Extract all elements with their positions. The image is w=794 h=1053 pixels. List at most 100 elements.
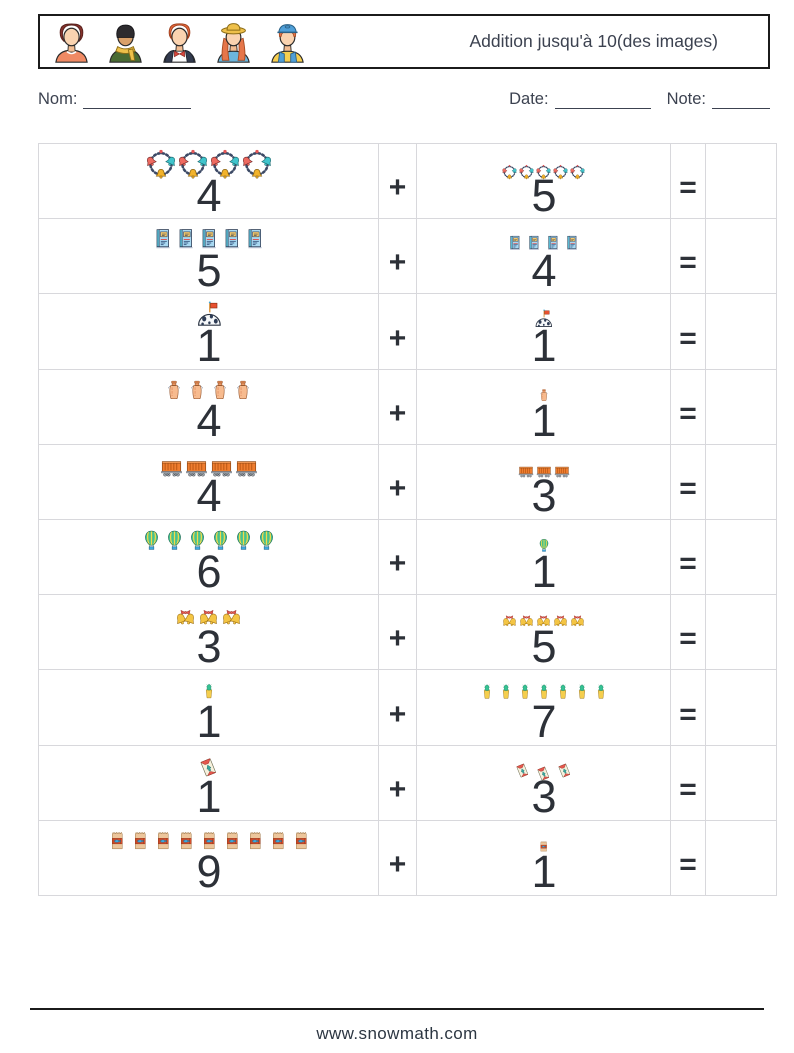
date-label: Date: [509, 90, 549, 108]
note-label: Note: [666, 90, 706, 108]
gift-card-icon [513, 761, 532, 781]
snack-packet-icon [106, 824, 128, 856]
book-icon [221, 223, 243, 255]
plus-sign: + [379, 144, 416, 219]
answer-cell[interactable] [706, 444, 776, 519]
answer-cell[interactable] [706, 670, 776, 745]
hot-air-balloon-icon [164, 525, 185, 556]
left-operand-cell: 5 [39, 219, 378, 294]
right-operand-cell: 1 [417, 294, 670, 372]
bell-icon [569, 614, 586, 631]
hot-air-balloon-icon [141, 525, 162, 556]
snack-packet-icon [221, 824, 243, 856]
avatar-woman-straw-hat-icon [211, 20, 256, 64]
plus-sign: + [379, 745, 416, 820]
avatar-man-vest-bowtie-icon [157, 20, 202, 64]
page-title: Addition jusqu'à 10(des images) [469, 31, 719, 51]
wreath-icon [501, 163, 518, 180]
plus-sign: + [379, 444, 416, 519]
right-operand-cell: 1 [417, 519, 670, 597]
snack-packet-icon [290, 824, 312, 856]
answer-cell[interactable] [706, 519, 776, 595]
date-blank-field[interactable] [554, 94, 651, 109]
hot-air-balloon-icon [256, 525, 277, 556]
plus-sign: + [379, 519, 416, 595]
gift-card-icon [555, 761, 574, 781]
bell-icon [501, 614, 518, 631]
gift-card-icon [534, 764, 553, 784]
left-addend: 9 [196, 846, 221, 898]
left-operand-cell: 1 [39, 294, 378, 372]
avatar-woman-short-hair-icon [49, 20, 94, 64]
right-operand-cell: 7 [417, 670, 670, 748]
ice-cream-cup-icon [555, 678, 571, 706]
equals-sign: = [671, 219, 705, 294]
answer-cell[interactable] [706, 369, 776, 444]
right-icon-group [513, 761, 575, 781]
right-operand-cell: 1 [417, 369, 670, 447]
equals-sign: = [671, 670, 705, 745]
left-operand-cell: 4 [39, 369, 378, 447]
right-operand-cell: 3 [417, 745, 670, 820]
fields-row: Nom: Date: Note: [38, 90, 770, 109]
name-blank-field[interactable] [83, 94, 192, 109]
train-car-icon [235, 456, 258, 480]
equals-sign: = [671, 519, 705, 595]
answer-cell[interactable] [706, 219, 776, 294]
right-addend: 1 [531, 846, 556, 898]
ice-cream-cup-icon [479, 678, 495, 706]
left-addend: 4 [196, 169, 221, 221]
note-blank-field[interactable] [712, 94, 770, 109]
right-addend: 4 [531, 244, 556, 296]
right-operand-cell: 3 [417, 444, 670, 519]
answer-cell[interactable] [706, 144, 776, 219]
plus-sign: + [379, 369, 416, 444]
bell-icon [174, 608, 197, 631]
right-addend: 1 [531, 320, 556, 372]
ice-cream-cup-icon [498, 678, 514, 706]
plus-sign: + [379, 294, 416, 369]
footer-divider [30, 1008, 764, 1010]
answer-cell[interactable] [706, 745, 776, 820]
right-operand-cell: 5 [417, 144, 670, 219]
name-label: Nom: [38, 90, 78, 108]
right-operand-cell: 1 [417, 820, 670, 898]
plus-sign: + [379, 219, 416, 294]
left-operand-cell: 1 [39, 745, 378, 823]
left-addend: 1 [196, 771, 221, 823]
left-addend: 1 [196, 320, 221, 372]
train-car-icon [554, 463, 570, 480]
plus-sign: + [379, 820, 416, 895]
right-addend: 1 [531, 545, 556, 597]
header-box: Addition jusqu'à 10(des images) [38, 14, 770, 69]
plus-sign: + [379, 595, 416, 670]
left-operand-cell: 6 [39, 519, 378, 595]
book-icon [175, 223, 197, 255]
bell-icon [220, 608, 243, 631]
ice-cream-cup-icon [593, 678, 609, 706]
equals-sign: = [671, 595, 705, 670]
book-icon [152, 223, 174, 255]
wreath-icon [144, 146, 178, 180]
left-operand-cell: 4 [39, 144, 378, 221]
footer-website: www.snowmath.com [316, 1024, 478, 1043]
snack-packet-icon [129, 824, 151, 856]
snack-packet-icon [244, 824, 266, 856]
answer-cell[interactable] [706, 820, 776, 895]
left-addend: 1 [196, 696, 221, 748]
right-addend: 7 [531, 696, 556, 748]
wreath-icon [569, 163, 586, 180]
answer-cell[interactable] [706, 294, 776, 369]
left-addend: 3 [196, 620, 221, 672]
equals-sign: = [671, 294, 705, 369]
left-addend: 4 [196, 395, 221, 447]
answer-cell[interactable] [706, 595, 776, 670]
right-addend: 5 [531, 620, 556, 672]
right-operand-cell: 4 [417, 219, 670, 296]
ice-cream-cup-icon [574, 678, 590, 706]
equals-sign: = [671, 820, 705, 895]
equals-sign: = [671, 369, 705, 444]
equals-sign: = [671, 444, 705, 519]
right-addend: 1 [531, 395, 556, 447]
